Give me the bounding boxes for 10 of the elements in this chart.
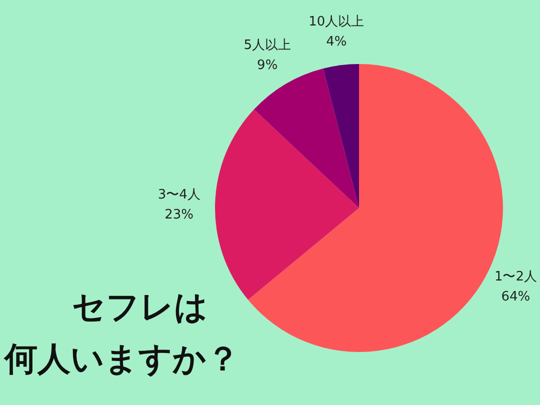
text: セフレは xyxy=(72,287,208,326)
data-label: 64% xyxy=(501,290,530,305)
slice-label: 10人以上 xyxy=(308,14,364,30)
slice-label: 1〜2人 xyxy=(494,270,537,285)
data-label: 9% xyxy=(257,58,278,74)
data-label: 4% xyxy=(326,34,347,50)
slice-label: 3〜4人 xyxy=(158,187,200,202)
data-label: 23% xyxy=(164,207,194,222)
slice-label: 5人以上 xyxy=(244,38,292,54)
text: 何人いますか？ xyxy=(2,339,240,378)
